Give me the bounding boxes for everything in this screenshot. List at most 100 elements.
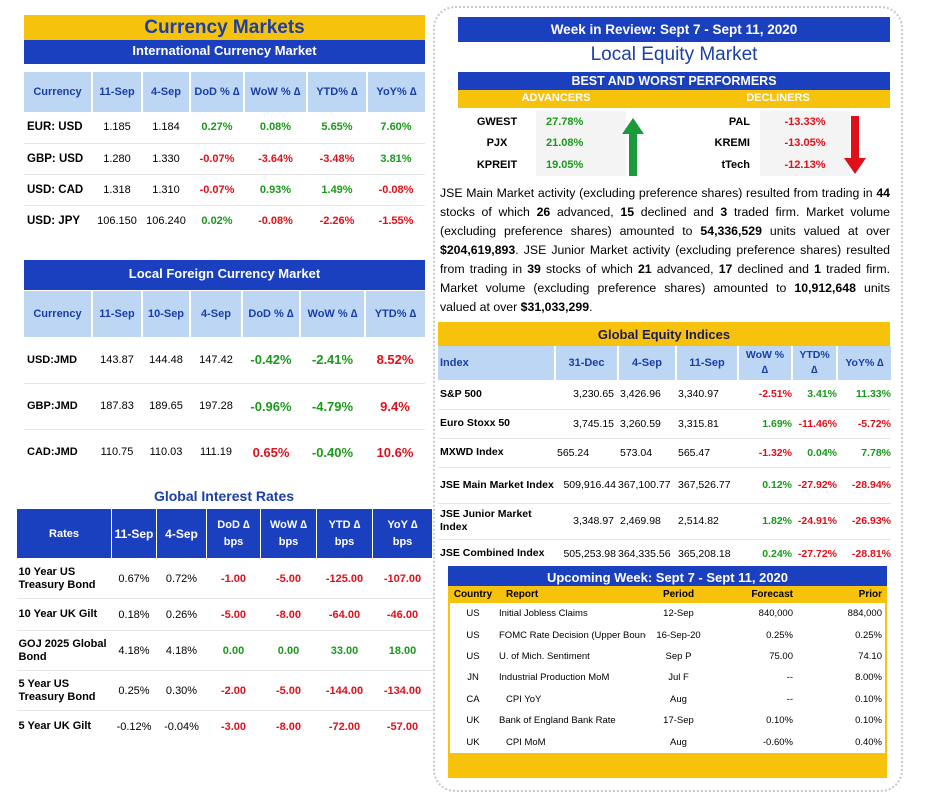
value-cell: -5.00 bbox=[206, 598, 261, 631]
col-header: DoD % ∆ bbox=[242, 291, 301, 337]
summary-figure: 3 bbox=[720, 205, 728, 219]
col-header: Prior bbox=[801, 586, 885, 603]
value-cell: 565.24 bbox=[555, 438, 618, 468]
value-cell: 3,426.96 bbox=[618, 380, 676, 410]
value-cell: 9.4% bbox=[365, 383, 425, 430]
value-cell: 10.6% bbox=[376, 444, 414, 460]
summary-figure: $31,033,299 bbox=[520, 300, 590, 314]
value-cell: -5.00 bbox=[260, 558, 317, 599]
prior-cell: 0.10% bbox=[801, 709, 885, 732]
value-cell: -2.00 bbox=[206, 670, 261, 711]
currency-cell: CAD:JMD bbox=[27, 446, 78, 459]
value-cell: 2,469.98 bbox=[618, 503, 676, 540]
value-cell: 4.18% bbox=[111, 630, 157, 671]
table-row: MXWD Index 565.24 573.04 565.47 -1.32% 0… bbox=[438, 438, 891, 468]
value-cell: -27.72% bbox=[797, 547, 837, 560]
upcoming-title: Upcoming Week: Sept 7 - Sept 11, 2020 bbox=[448, 566, 887, 586]
value-cell: 33.00 bbox=[316, 630, 373, 671]
value-cell: 1.318 bbox=[92, 174, 142, 206]
value-cell: 0.67% bbox=[111, 558, 157, 599]
value-cell: 0.27% bbox=[190, 112, 244, 144]
forecast-cell: -0.60% bbox=[711, 731, 801, 753]
value-cell: -5.72% bbox=[837, 409, 891, 439]
col-header: YTD% ∆ bbox=[307, 72, 368, 112]
value-cell: 1.184 bbox=[142, 112, 190, 144]
summary-figure: 21 bbox=[637, 262, 652, 276]
col-header: YTD ∆ bps bbox=[316, 508, 373, 559]
value-cell: 8.52% bbox=[365, 337, 425, 384]
value-cell: -3.48% bbox=[307, 143, 367, 175]
value-cell: -0.07% bbox=[190, 143, 244, 175]
decliners-label: DECLINERS bbox=[746, 92, 810, 104]
summary-figure: 44 bbox=[876, 186, 890, 200]
report-cell: U. of Mich. Sentiment bbox=[496, 645, 646, 668]
period-cell: Aug bbox=[646, 731, 711, 753]
country-cell: US bbox=[450, 645, 496, 668]
value-cell: 144.48 bbox=[142, 337, 190, 384]
col-header: DoD % ∆ bbox=[190, 72, 245, 112]
value-cell: 2,514.82 bbox=[676, 503, 738, 540]
value-cell: -5.00 bbox=[260, 670, 317, 711]
col-header: 4-Sep bbox=[156, 508, 207, 559]
summary-figure: 17 bbox=[718, 262, 733, 276]
value-cell: 189.65 bbox=[142, 383, 190, 430]
advancer-ticker: PJX bbox=[486, 136, 508, 149]
table-row: GBP:JMD 187.83 189.65 197.28 -0.96% -4.7… bbox=[24, 383, 425, 430]
currency-cell: USD: JPY bbox=[27, 214, 81, 227]
value-cell: -1.55% bbox=[378, 214, 414, 227]
summary-text: advanced, bbox=[651, 262, 719, 276]
value-cell: 0.24% bbox=[762, 547, 792, 560]
market-summary: JSE Main Market activity (excluding pref… bbox=[440, 184, 890, 317]
value-cell: -24.91% bbox=[792, 503, 837, 540]
currency-cell: GBP:JMD bbox=[24, 383, 92, 430]
table-row: PJX 21.08% KREMI -13.05% bbox=[458, 132, 890, 153]
index-name-cell: Euro Stoxx 50 bbox=[438, 409, 555, 439]
col-header: 4-Sep bbox=[190, 291, 243, 337]
currency-cell: USD: CAD bbox=[24, 174, 92, 206]
value-cell: 110.03 bbox=[149, 446, 183, 459]
table-row: US U. of Mich. Sentiment Sep P 75.00 74.… bbox=[450, 645, 885, 668]
index-name-cell: JSE Junior Market Index bbox=[438, 503, 555, 540]
value-cell: 7.78% bbox=[837, 438, 891, 468]
value-cell: 0.02% bbox=[201, 214, 233, 227]
value-cell: 3,260.59 bbox=[618, 409, 676, 439]
value-cell: -0.12% bbox=[116, 720, 152, 733]
table-row: UK Bank of England Bank Rate 17-Sep 0.10… bbox=[450, 709, 885, 732]
value-cell: -0.07% bbox=[190, 174, 244, 206]
table-row: 5 Year US Treasury Bond 0.25% 0.30% -2.0… bbox=[16, 670, 433, 711]
summary-text: advanced, bbox=[550, 205, 621, 219]
currency-markets-title: Currency Markets bbox=[24, 15, 425, 40]
col-header: Currency bbox=[24, 72, 93, 112]
value-cell: 573.04 bbox=[618, 438, 676, 468]
col-header: WoW % ∆ bbox=[300, 291, 366, 337]
index-name-cell: MXWD Index bbox=[438, 438, 555, 468]
summary-text: units valued at over bbox=[440, 281, 890, 314]
value-cell: 197.28 bbox=[190, 383, 242, 430]
value-cell: -28.81% bbox=[851, 547, 891, 560]
value-cell: -0.04% bbox=[164, 720, 199, 733]
col-header: 11-Sep bbox=[676, 346, 739, 380]
value-cell: -1.00 bbox=[206, 558, 261, 599]
summary-figure: 10,912,648 bbox=[794, 281, 856, 295]
country-cell: US bbox=[450, 624, 496, 646]
col-header: 11-Sep bbox=[111, 508, 157, 559]
value-cell: 3,348.97 bbox=[555, 503, 618, 540]
value-cell: 367,100.77 bbox=[618, 467, 676, 504]
value-cell: -46.00 bbox=[372, 598, 433, 631]
summary-figure: $204,619,893 bbox=[440, 243, 516, 257]
col-header: 11-Sep bbox=[92, 291, 143, 337]
period-cell: Aug bbox=[646, 688, 711, 710]
forecast-cell: 75.00 bbox=[711, 645, 801, 668]
index-name-cell: JSE Main Market Index bbox=[438, 467, 555, 504]
value-cell: 106.240 bbox=[146, 214, 186, 227]
index-name-cell: JSE Combined Index bbox=[440, 547, 545, 560]
period-cell: 17-Sep bbox=[646, 709, 711, 732]
report-cell: CPI MoM bbox=[496, 731, 646, 753]
summary-text: traded firm. Market volume (excluding pr… bbox=[440, 262, 890, 295]
summary-figure: 54,336,529 bbox=[700, 224, 762, 238]
table-row: USD: JPY 106.150 106.240 0.02% -0.08% -2… bbox=[24, 205, 425, 236]
value-cell: 3,315.81 bbox=[676, 409, 738, 439]
advancer-pct: 27.78% bbox=[536, 111, 626, 132]
table-row: KPREIT 19.05% tTech -12.13% bbox=[458, 153, 890, 176]
table-row: JSE Combined Index 505,253.98 364,335.56… bbox=[438, 539, 891, 568]
